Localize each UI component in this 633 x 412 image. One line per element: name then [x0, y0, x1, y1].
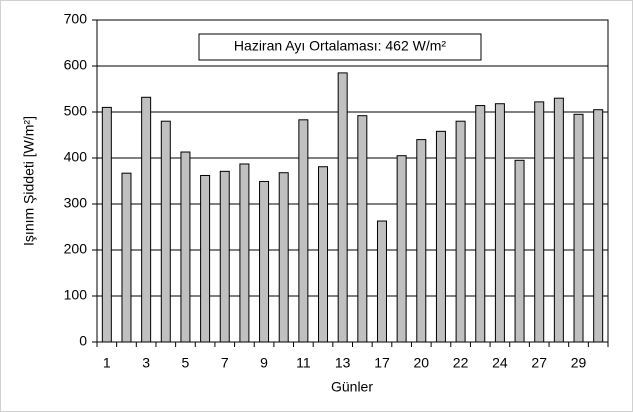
bar	[376, 220, 387, 343]
x-tick-label: 9	[260, 355, 268, 371]
x-tick-label: 20	[413, 355, 429, 371]
x-tick-label: 22	[453, 355, 469, 371]
x-axis-label: Günler	[331, 379, 373, 395]
bar	[219, 170, 230, 343]
y-tick-label: 300	[64, 195, 88, 211]
bar	[278, 172, 289, 343]
x-tick-label: 1	[103, 355, 111, 371]
y-tick-label: 700	[64, 11, 88, 27]
x-tick-label: 7	[221, 355, 229, 371]
bar	[239, 163, 250, 343]
y-axis-label: Işınım Şiddeti [W/m²]	[21, 116, 37, 246]
bar	[357, 115, 368, 343]
bar	[141, 96, 152, 343]
bar	[553, 97, 564, 343]
y-tick-label: 100	[64, 287, 88, 303]
bar	[475, 105, 486, 343]
bar	[160, 120, 171, 343]
x-tick-label: 27	[531, 355, 547, 371]
bar	[318, 166, 329, 343]
bar	[494, 103, 505, 343]
x-tick-label: 29	[571, 355, 587, 371]
y-tick-label: 200	[64, 241, 88, 257]
x-tick-label: 3	[142, 355, 150, 371]
y-tick-label: 0	[79, 333, 87, 349]
plot-area	[96, 19, 609, 343]
bar	[593, 109, 604, 343]
x-tick-label: 13	[335, 355, 351, 371]
bar	[121, 172, 132, 343]
x-tick-label: 17	[374, 355, 390, 371]
bar	[101, 106, 112, 343]
bar	[259, 180, 270, 343]
bar	[573, 113, 584, 343]
bar	[200, 174, 211, 343]
x-tick-label: 11	[296, 355, 311, 371]
annotation-box	[198, 33, 482, 61]
y-tick-label: 600	[64, 57, 88, 73]
bar	[298, 119, 309, 343]
bar	[396, 155, 407, 343]
y-tick-label: 400	[64, 149, 88, 165]
annotation: Haziran Ayı Ortalaması: 462 W/m²	[234, 38, 446, 54]
bar	[534, 101, 545, 343]
bar	[435, 130, 446, 343]
x-tick-label: 24	[492, 355, 508, 371]
bar	[337, 72, 348, 343]
x-tick-label: 5	[182, 355, 190, 371]
bar	[514, 159, 525, 343]
bar	[180, 151, 191, 343]
bar	[455, 120, 466, 343]
bar	[416, 139, 427, 343]
y-tick-label: 500	[64, 103, 88, 119]
